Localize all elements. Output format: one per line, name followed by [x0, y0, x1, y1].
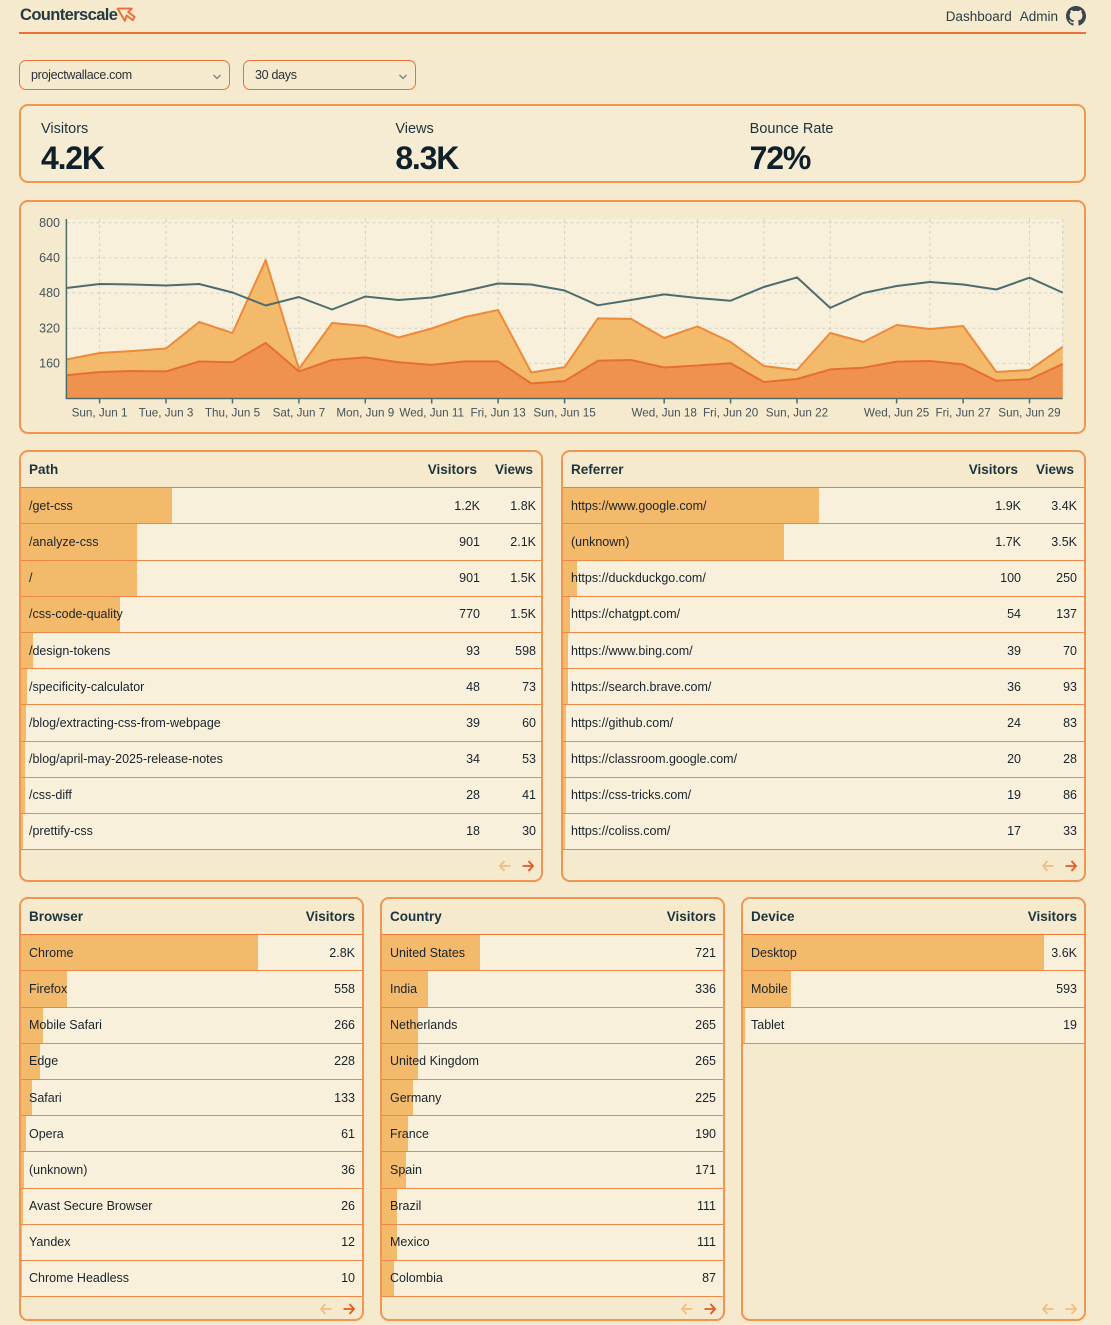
svg-text:Fri, Jun 13: Fri, Jun 13 — [470, 407, 525, 420]
svg-text:Fri, Jun 20: Fri, Jun 20 — [703, 407, 759, 420]
svg-text:Sat, Jun 7: Sat, Jun 7 — [273, 407, 326, 420]
svg-text:Tue, Jun 3: Tue, Jun 3 — [139, 407, 194, 420]
svg-text:480: 480 — [39, 286, 60, 300]
svg-text:Wed, Jun 11: Wed, Jun 11 — [399, 407, 464, 420]
svg-text:Wed, Jun 25: Wed, Jun 25 — [864, 407, 930, 420]
svg-text:Sun, Jun 1: Sun, Jun 1 — [72, 407, 128, 420]
svg-text:160: 160 — [39, 357, 60, 371]
svg-text:Sun, Jun 29: Sun, Jun 29 — [998, 407, 1060, 420]
svg-text:Thu, Jun 5: Thu, Jun 5 — [205, 407, 261, 420]
svg-text:800: 800 — [39, 216, 60, 230]
svg-text:320: 320 — [39, 321, 60, 335]
svg-text:Fri, Jun 27: Fri, Jun 27 — [935, 407, 990, 420]
svg-text:Sun, Jun 15: Sun, Jun 15 — [533, 407, 596, 420]
svg-text:640: 640 — [39, 251, 60, 265]
svg-text:Wed, Jun 18: Wed, Jun 18 — [631, 407, 696, 420]
svg-text:Sun, Jun 22: Sun, Jun 22 — [766, 407, 828, 420]
svg-text:Mon, Jun 9: Mon, Jun 9 — [336, 407, 394, 420]
